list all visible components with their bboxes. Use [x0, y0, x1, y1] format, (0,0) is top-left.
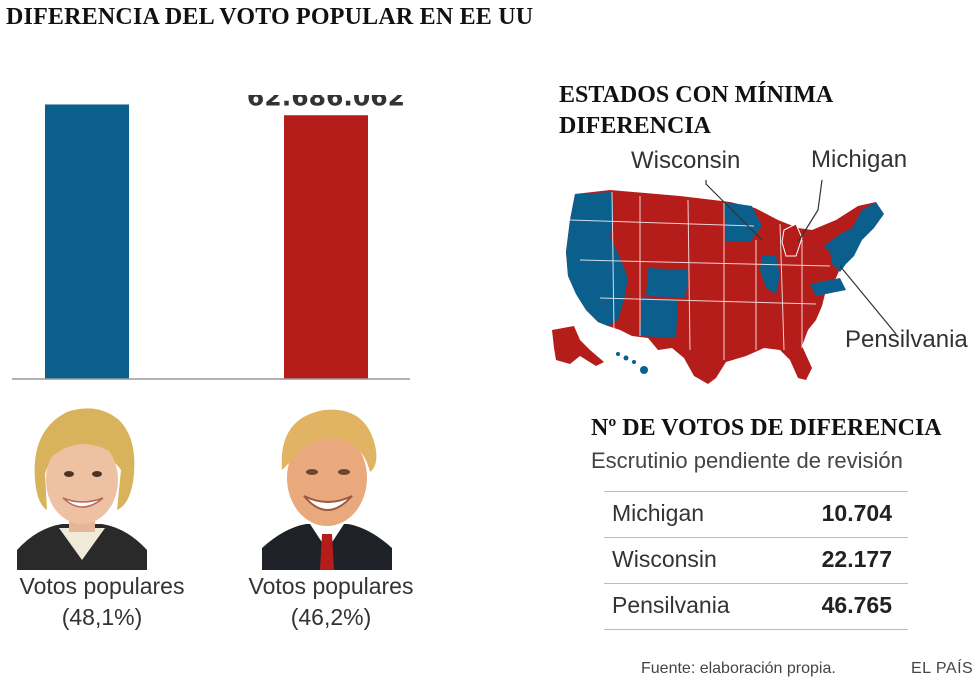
table-cell-value: 46.765 [821, 592, 892, 618]
table-cell-state: Michigan [612, 500, 705, 526]
clinton-caption-label: Votos populares [19, 573, 185, 599]
trump-caption-percent: (46,2%) [290, 604, 372, 630]
map-michigan [781, 223, 803, 257]
map-democrat-west [566, 192, 628, 326]
map-democrat-illinois [760, 256, 780, 294]
difference-table: Michigan 10.704 Wisconsin 22.177 Pensilv… [604, 491, 908, 630]
map-alaska [552, 326, 604, 366]
map-democrat-virginia [810, 278, 846, 296]
table-cell-value: 10.704 [821, 500, 892, 526]
clinton-portrait-icon [17, 400, 147, 570]
trump-caption-label: Votos populares [248, 573, 414, 599]
map-title: ESTADOS CON MÍNIMA DIFERENCIA [559, 80, 889, 142]
wisconsin-leader-line [705, 180, 763, 241]
chart-title: DIFERENCIA DEL VOTO POPULAR EN EE UU [6, 4, 534, 30]
map-label-pensilvania: Pensilvania [845, 326, 968, 353]
table-cell-value: 22.177 [821, 546, 892, 572]
brand-logo-text: EL PAÍS [911, 660, 974, 677]
michigan-leader-line [797, 180, 823, 243]
bar-value-label-clinton: 65.250.336 [8, 95, 166, 100]
clinton-caption-percent: (48,1%) [61, 604, 143, 630]
map-democrat-northeast [824, 202, 884, 272]
map-label-michigan: Michigan [811, 146, 908, 173]
trump-portrait-icon [262, 400, 392, 570]
map-label-wisconsin: Wisconsin [631, 147, 741, 174]
source-note: Fuente: elaboración propia. [641, 660, 836, 677]
map-democrat-colorado [646, 268, 688, 298]
map-hawaii [616, 352, 648, 374]
bar-value-label-trump: 62.686.062 [247, 95, 405, 111]
table-cell-state: Pensilvania [612, 592, 730, 618]
table-subtitle: Escrutinio pendiente de revisión [591, 448, 903, 473]
table-row: Wisconsin 22.177 [604, 537, 908, 583]
bar-chart: 65.250.336 62.686.062 [8, 95, 410, 380]
trump-caption: Votos populares (46,2%) [216, 571, 446, 633]
bar-trump [284, 115, 368, 379]
map-title-line2: DIFERENCIA [559, 113, 712, 139]
map-title-line1: ESTADOS CON MÍNIMA [559, 82, 834, 108]
map-democrat-new-mexico [640, 298, 678, 338]
clinton-caption: Votos populares (48,1%) [0, 571, 217, 633]
table-title: Nº DE VOTOS DE DIFERENCIA [591, 415, 942, 441]
bar-clinton [45, 104, 129, 379]
table-row: Pensilvania 46.765 [604, 583, 908, 630]
us-election-map [552, 180, 897, 384]
pensilvania-leader-line [839, 265, 897, 335]
table-cell-state: Wisconsin [612, 546, 717, 572]
table-row: Michigan 10.704 [604, 491, 908, 537]
